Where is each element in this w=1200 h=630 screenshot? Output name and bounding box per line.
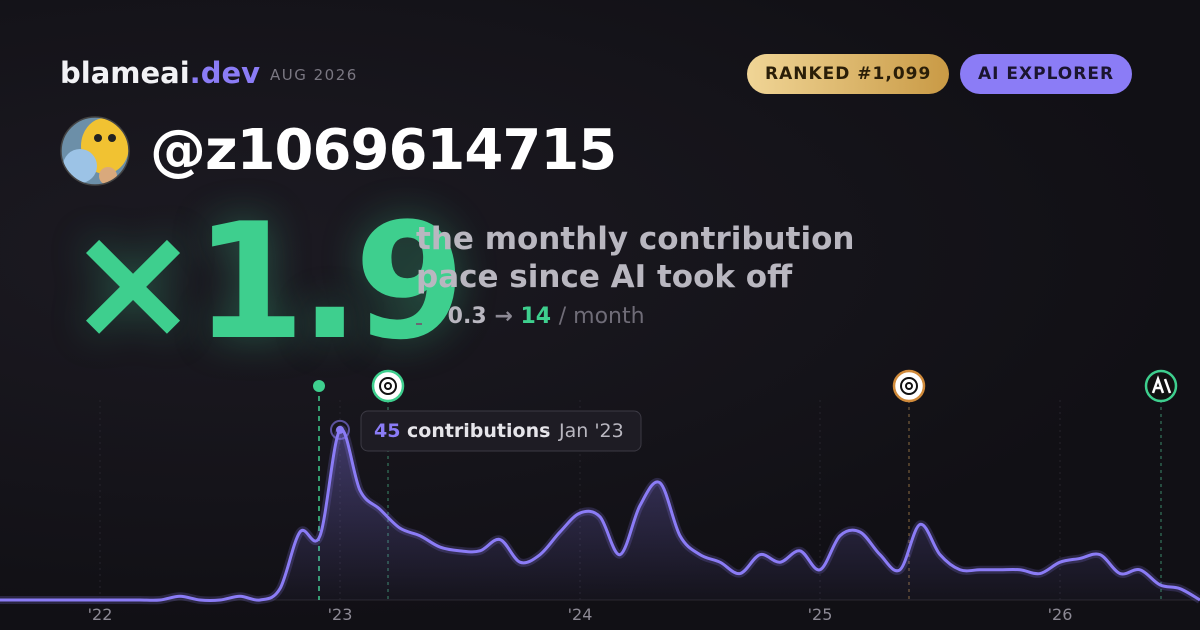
tooltip-value: 45 bbox=[374, 420, 400, 442]
tooltip: 45 contributions · Jan '23 bbox=[360, 410, 642, 452]
event-icon bbox=[1144, 369, 1178, 403]
x-tick-label: '26 bbox=[1048, 605, 1073, 624]
pace-icon bbox=[416, 307, 433, 325]
x-tick-label: '22 bbox=[88, 605, 113, 624]
rank-badge: RANKED #1,099 bbox=[747, 54, 950, 94]
brand-suffix: .dev bbox=[189, 56, 261, 90]
highlight-point bbox=[336, 425, 344, 434]
date: AUG 2026 bbox=[270, 66, 358, 84]
event-icon bbox=[371, 369, 405, 403]
tooltip-sep: · bbox=[545, 422, 550, 442]
tooltip-date: Jan '23 bbox=[558, 420, 624, 442]
pace-after: 14 bbox=[520, 304, 552, 329]
pace-arrow: → bbox=[494, 304, 513, 329]
pace-change: 0.3 → 14 / month bbox=[416, 304, 645, 329]
tooltip-box bbox=[360, 410, 642, 452]
ai-start-dot bbox=[313, 380, 325, 392]
multiplier: ×1.9 bbox=[66, 188, 465, 375]
event-icon bbox=[892, 369, 926, 403]
pace-unit: / month bbox=[558, 304, 645, 329]
highlight-ring bbox=[330, 419, 350, 440]
caption-line: the monthly contribution bbox=[416, 221, 855, 257]
caption: the monthly contribution pace since AI t… bbox=[416, 220, 854, 296]
area-fill bbox=[0, 429, 1200, 601]
brand-name: blameai bbox=[60, 56, 190, 90]
handle: @z1069614715 bbox=[150, 118, 617, 183]
x-tick-label: '23 bbox=[328, 605, 353, 624]
brand: blameai.dev bbox=[60, 56, 260, 90]
tier-badge: AI EXPLORER bbox=[960, 54, 1133, 94]
tooltip-label: contributions bbox=[407, 420, 550, 442]
pace-before: 0.3 bbox=[447, 304, 487, 329]
line bbox=[0, 428, 1200, 602]
x-tick-label: '24 bbox=[568, 605, 593, 624]
x-tick-label: '25 bbox=[808, 605, 833, 624]
caption-line: pace since AI took off bbox=[416, 259, 793, 295]
avatar bbox=[60, 116, 130, 186]
